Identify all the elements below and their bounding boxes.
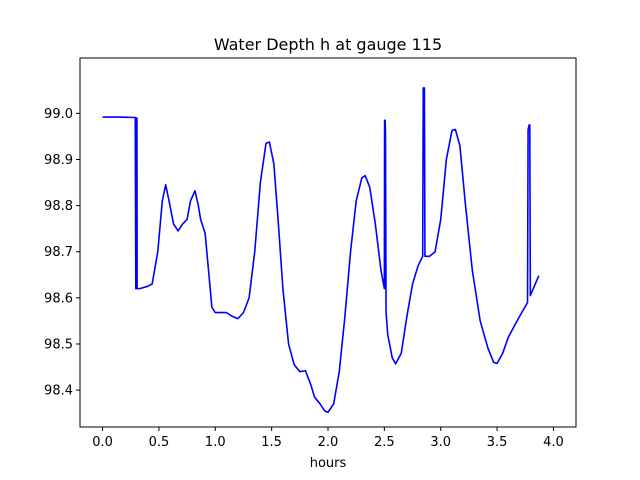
x-tick-label: 0.0 (92, 435, 113, 450)
x-tick-label: 3.0 (430, 435, 451, 450)
y-tick-label: 98.9 (44, 153, 73, 168)
x-tick-label: 2.5 (374, 435, 395, 450)
y-tick-label: 99.0 (44, 107, 73, 122)
x-tick-label: 3.5 (487, 435, 508, 450)
x-tick-label: 2.0 (318, 435, 339, 450)
x-tick-label: 4.0 (543, 435, 564, 450)
x-axis-label: hours (310, 456, 347, 471)
x-tick-label: 0.5 (149, 435, 170, 450)
y-tick-label: 98.8 (44, 199, 73, 214)
chart-title: Water Depth h at gauge 115 (214, 35, 442, 54)
y-tick-label: 98.4 (44, 384, 73, 399)
y-axis: 98.4 98.5 98.6 98.7 98.8 98.9 99.0 (44, 107, 80, 399)
y-tick-label: 98.7 (44, 245, 73, 260)
x-tick-label: 1.0 (205, 435, 226, 450)
x-axis: 0.0 0.5 1.0 1.5 2.0 2.5 3.0 3.5 4.0 (92, 427, 564, 450)
x-tick-label: 1.5 (261, 435, 282, 450)
series-line-group (102, 87, 540, 414)
y-tick-label: 98.5 (44, 337, 73, 352)
y-tick-label: 98.6 (44, 291, 73, 306)
plot-frame (79, 57, 577, 428)
series-line (102, 87, 540, 414)
